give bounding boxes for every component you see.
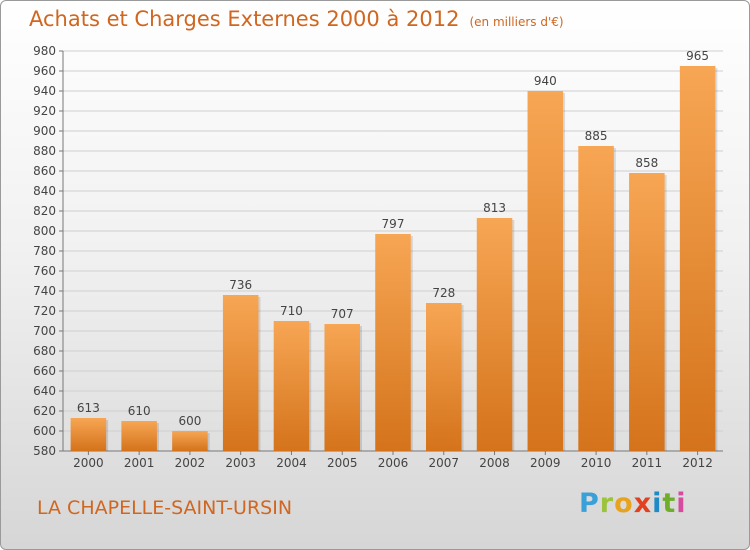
bar-2007 [426,303,462,451]
x-tick-label: 2004 [276,456,307,470]
data-label-2003: 736 [229,278,252,292]
bar-2002 [172,431,208,451]
bar-2000 [70,418,107,451]
y-tick-label: 920 [33,104,56,118]
data-label-2006: 797 [382,217,405,231]
x-tick-label: 2006 [378,456,409,470]
y-tick-label: 620 [33,404,56,418]
logo-letter: x [633,488,653,519]
bar-2012 [679,66,716,451]
y-tick-label: 600 [33,424,56,438]
y-tick-label: 900 [33,124,56,138]
data-label-2012: 965 [686,49,709,63]
bar-2004 [273,321,310,451]
data-label-2005: 707 [331,307,354,321]
y-tick-label: 980 [33,44,56,58]
x-tick-label: 2008 [479,456,510,470]
y-tick-label: 940 [33,84,56,98]
logo-letter: i [652,488,663,519]
x-tick-label: 2012 [682,456,713,470]
y-tick-label: 580 [33,444,56,458]
place-name: LA CHAPELLE-SAINT-URSIN [37,497,293,519]
y-tick-label: 700 [33,324,56,338]
y-tick-label: 820 [33,204,56,218]
chart-title: Achats et Charges Externes 2000 à 2012 (e… [29,7,564,31]
bar-2010 [578,146,614,451]
bar-2006 [375,234,411,451]
data-label-2001: 610 [128,404,151,418]
data-labels: 613 610 600 736 710 707 797 728 813 940 885 858 965 [77,49,709,428]
x-tick-label: 2009 [530,456,561,470]
logo-letter: i [676,488,687,519]
chart-title-text: Achats et Charges Externes 2000 à 2012 [29,7,460,31]
y-tick-label: 720 [33,304,56,318]
x-tick-label: 2001 [124,456,155,470]
logo-letter: P [579,488,600,519]
y-tick-label: 860 [33,164,56,178]
x-tick-label: 2000 [73,456,104,470]
data-label-2007: 728 [432,286,455,300]
data-label-2008: 813 [483,201,506,215]
y-tick-label: 760 [33,264,56,278]
y-tick-label: 640 [33,384,56,398]
data-label-2010: 885 [585,129,608,143]
bar-2008 [476,218,513,451]
bars [70,66,718,451]
x-tick-label: 2007 [428,456,459,470]
x-tick-label: 2010 [581,456,612,470]
y-tick-label: 800 [33,224,56,238]
bar-chart: 580 600 620 640 660 680 700 720 740 760 780 800 820 8… [33,44,723,470]
bar-2003 [222,295,259,451]
data-label-2004: 710 [280,304,303,318]
y-tick-label: 960 [33,64,56,78]
logo-letter: o [614,488,634,519]
x-tick-label: 2011 [632,456,663,470]
y-tick-label: 880 [33,144,56,158]
data-label-2000: 613 [77,401,100,415]
bar-2001 [121,421,157,451]
y-tick-label: 780 [33,244,56,258]
data-label-2011: 858 [635,156,658,170]
x-tick-label: 2003 [225,456,256,470]
y-tick-label: 660 [33,364,56,378]
data-label-2009: 940 [534,74,557,88]
proxiti-logo: Proxiti [579,488,687,519]
bar-2009 [527,91,564,451]
bar-2011 [629,173,665,451]
data-label-2002: 600 [178,414,201,428]
bar-2005 [324,324,360,451]
y-tick-label: 740 [33,284,56,298]
y-tick-label: 680 [33,344,56,358]
logo-letter: t [662,488,677,519]
chart-unit: (en milliers d'€) [469,15,564,29]
y-tick-label: 840 [33,184,56,198]
logo-letter: r [599,488,615,519]
x-tick-label: 2002 [175,456,206,470]
x-tick-label: 2005 [327,456,358,470]
